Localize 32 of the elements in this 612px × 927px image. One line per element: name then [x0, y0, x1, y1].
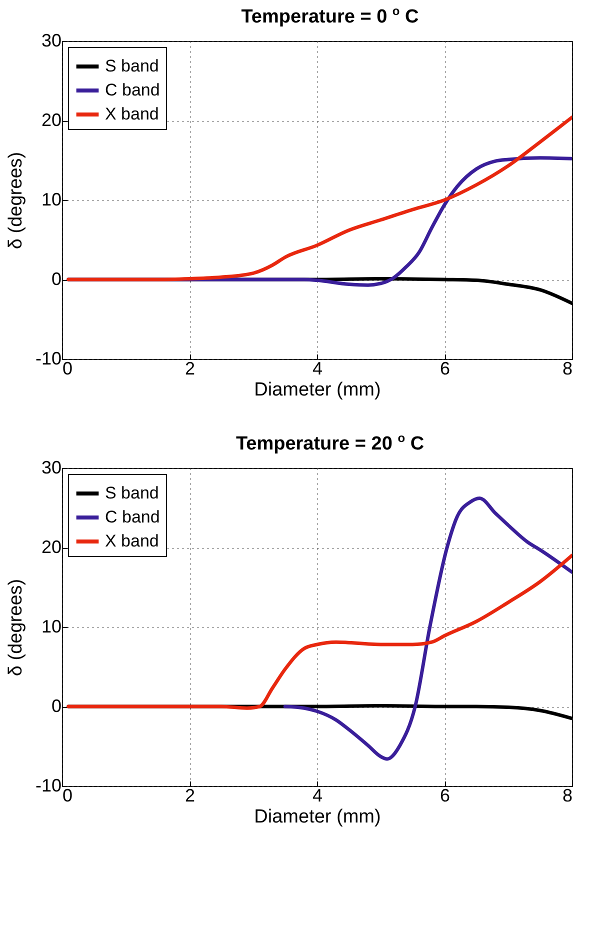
y-tick-label: -10 [35, 348, 62, 368]
y-tick-label: 20 [41, 537, 62, 557]
y-tick-label: 30 [41, 458, 62, 478]
y-tick-label: 10 [41, 616, 62, 636]
y-axis-title: δ (degrees) [5, 152, 26, 250]
legend-label: S band [105, 484, 159, 502]
chart-title: Temperature = 0 $^{o}$ C [240, 4, 420, 28]
x-tick-label: 4 [312, 358, 323, 378]
y-axis-title: δ (degrees) [5, 578, 26, 676]
y-tick-label: 10 [41, 190, 62, 210]
legend-label: X band [105, 532, 159, 550]
y-tick-label: 0 [51, 269, 62, 289]
y-tick-label: 20 [41, 110, 62, 130]
legend-label: C band [105, 508, 160, 526]
line-series [66, 554, 572, 710]
x-tick-label: 2 [184, 786, 196, 806]
y-tick-label: -10 [35, 776, 62, 796]
line-series [283, 496, 572, 761]
chart-title: Temperature = 20 $^{o}$ C [234, 431, 426, 455]
legend-label: C band [105, 80, 160, 100]
x-tick-label: 4 [312, 786, 323, 806]
x-axis-title: Diameter (mm) [254, 380, 381, 400]
legend-label: X band [105, 104, 159, 124]
x-tick-label: 6 [440, 786, 450, 806]
x-tick-label: 2 [184, 358, 196, 378]
x-tick-label: 8 [562, 786, 572, 806]
x-tick-label: 8 [562, 358, 572, 378]
y-tick-label: 0 [51, 696, 62, 716]
x-tick-label: 6 [440, 358, 450, 378]
y-tick-label: 30 [41, 30, 62, 50]
x-axis-title: Diameter (mm) [254, 806, 381, 828]
legend-label: S band [105, 56, 159, 76]
